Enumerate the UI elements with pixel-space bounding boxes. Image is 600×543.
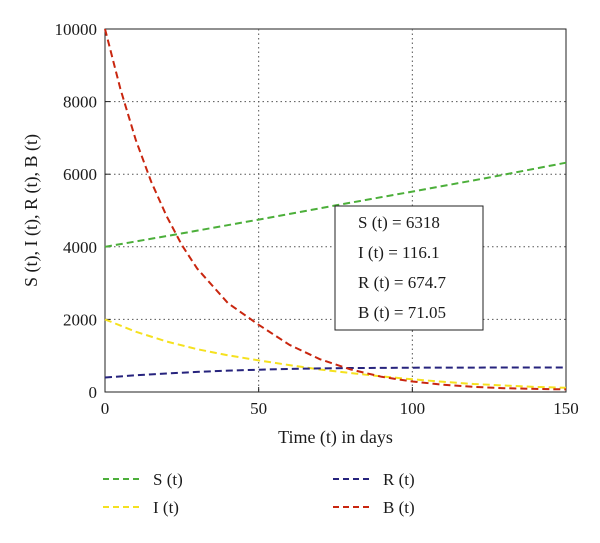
y-tick-label: 6000 [63, 165, 97, 184]
y-axis-title: S (t), I (t), R (t), B (t) [21, 134, 42, 287]
legend: S (t) I (t) R (t) B (t) [103, 470, 415, 517]
annotation-line: I (t) = 116.1 [358, 243, 440, 262]
annotation-line: S (t) = 6318 [358, 213, 440, 232]
legend-label: I (t) [153, 498, 179, 517]
y-tick-label: 4000 [63, 238, 97, 257]
x-tick-label: 150 [553, 399, 579, 418]
legend-label: R (t) [383, 470, 415, 489]
legend-item: R (t) [333, 470, 415, 489]
series-line [104, 28, 567, 391]
legend-item: B (t) [333, 498, 415, 517]
series-lines [104, 28, 567, 391]
series-line [104, 318, 567, 389]
y-tick-label: 10000 [55, 20, 98, 39]
legend-item: S (t) [103, 470, 183, 489]
y-tick-label: 2000 [63, 310, 97, 329]
y-tick-label: 0 [89, 383, 98, 402]
legend-item: I (t) [103, 498, 179, 517]
axis-ticks: 0 50 100 150 0 2000 4000 6000 8000 10000 [55, 20, 579, 418]
annotation-box: S (t) = 6318 I (t) = 116.1 R (t) = 674.7… [334, 205, 484, 331]
annotation-line: R (t) = 674.7 [358, 273, 446, 292]
x-axis-title: Time (t) in days [278, 427, 393, 448]
x-tick-label: 50 [250, 399, 267, 418]
series-line [104, 161, 567, 248]
legend-label: S (t) [153, 470, 183, 489]
plot-frame [104, 28, 567, 393]
y-tick-label: 8000 [63, 93, 97, 112]
x-tick-label: 0 [101, 399, 110, 418]
annotation-line: B (t) = 71.05 [358, 303, 446, 322]
legend-label: B (t) [383, 498, 415, 517]
series-line [104, 366, 566, 379]
x-tick-label: 100 [400, 399, 426, 418]
